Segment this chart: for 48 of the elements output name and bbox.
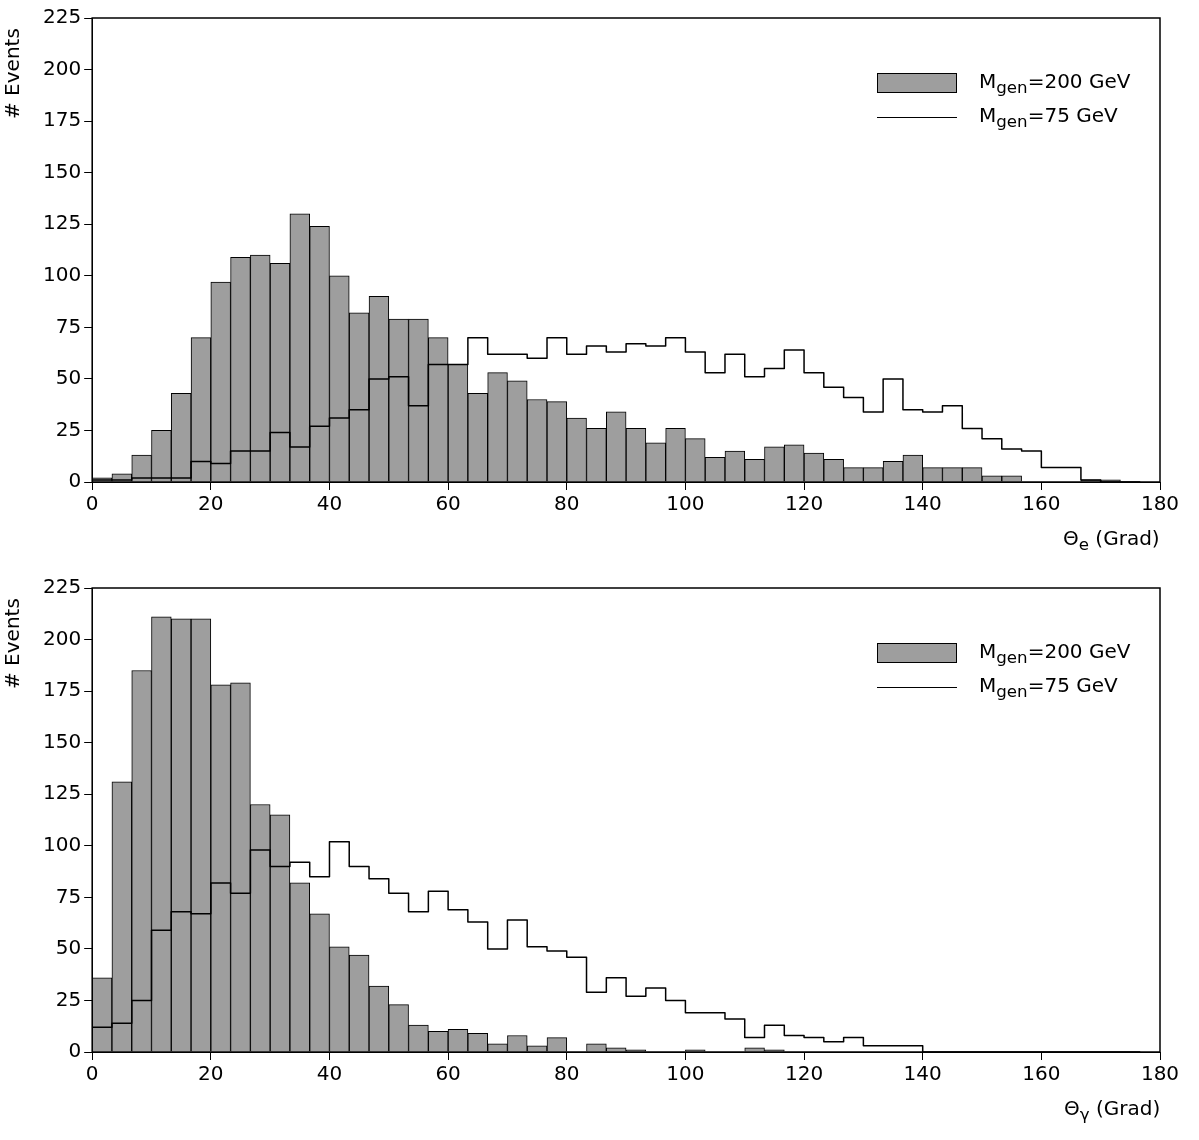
- x-tick-label: 160: [1022, 491, 1061, 516]
- x-tick-label: 40: [316, 491, 343, 516]
- x-tick-label: 160: [1022, 1061, 1061, 1086]
- x-axis-title: Θ$_{γ}$ (Grad): [1064, 1096, 1161, 1124]
- y-tick-label: 225: [42, 574, 82, 599]
- x-tick-label: 180: [1140, 1061, 1180, 1086]
- x-axis-title: Θ$_{e}$ (Grad): [1063, 526, 1160, 554]
- x-tick-label: 120: [784, 1061, 824, 1086]
- y-tick-label: 150: [42, 158, 82, 183]
- y-tick-label: 150: [42, 728, 82, 753]
- y-tick-label: 25: [55, 986, 82, 1011]
- x-tick-label: 60: [435, 491, 461, 516]
- y-tick-label: 75: [55, 883, 82, 908]
- y-tick-label: 25: [55, 416, 82, 441]
- y-axis-title: # Events: [0, 598, 24, 689]
- y-tick-label: 100: [42, 831, 82, 856]
- y-tick-label: 175: [42, 677, 82, 702]
- x-tick-label: 80: [554, 491, 580, 516]
- legend-label: M$_{gen}$=75 GeV: [979, 673, 1118, 701]
- y-tick-label: 200: [42, 55, 82, 80]
- y-tick-label: 125: [42, 780, 82, 805]
- y-tick-label: 225: [42, 4, 82, 29]
- y-axis-title: # Events: [0, 28, 24, 119]
- y-tick-label: 100: [42, 261, 82, 286]
- x-tick-label: 140: [903, 1061, 942, 1086]
- y-tick-label: 175: [42, 107, 82, 132]
- x-tick-label: 20: [198, 491, 224, 516]
- x-tick-label: 40: [316, 1061, 343, 1086]
- x-tick-label: 140: [903, 491, 942, 516]
- y-tick-label: 200: [42, 625, 82, 650]
- x-tick-label: 120: [784, 491, 824, 516]
- x-tick-label: 100: [666, 1061, 705, 1086]
- x-tick-label: 180: [1140, 491, 1180, 516]
- x-tick-label: 20: [198, 1061, 224, 1086]
- x-tick-label: 80: [554, 1061, 580, 1086]
- y-tick-label: 75: [55, 313, 82, 338]
- legend-label: M$_{gen}$=200 GeV: [979, 69, 1131, 97]
- x-tick-label: 0: [85, 491, 99, 516]
- y-tick-label: 0: [68, 1038, 82, 1063]
- y-tick-label: 0: [68, 468, 82, 493]
- x-tick-label: 100: [666, 491, 705, 516]
- y-tick-label: 50: [55, 935, 82, 960]
- y-tick-label: 50: [55, 365, 82, 390]
- x-tick-label: 0: [85, 1061, 99, 1086]
- y-tick-label: 125: [42, 210, 82, 235]
- legend-label: M$_{gen}$=200 GeV: [979, 639, 1131, 667]
- legend-label: M$_{gen}$=75 GeV: [979, 103, 1118, 131]
- x-tick-label: 60: [435, 1061, 461, 1086]
